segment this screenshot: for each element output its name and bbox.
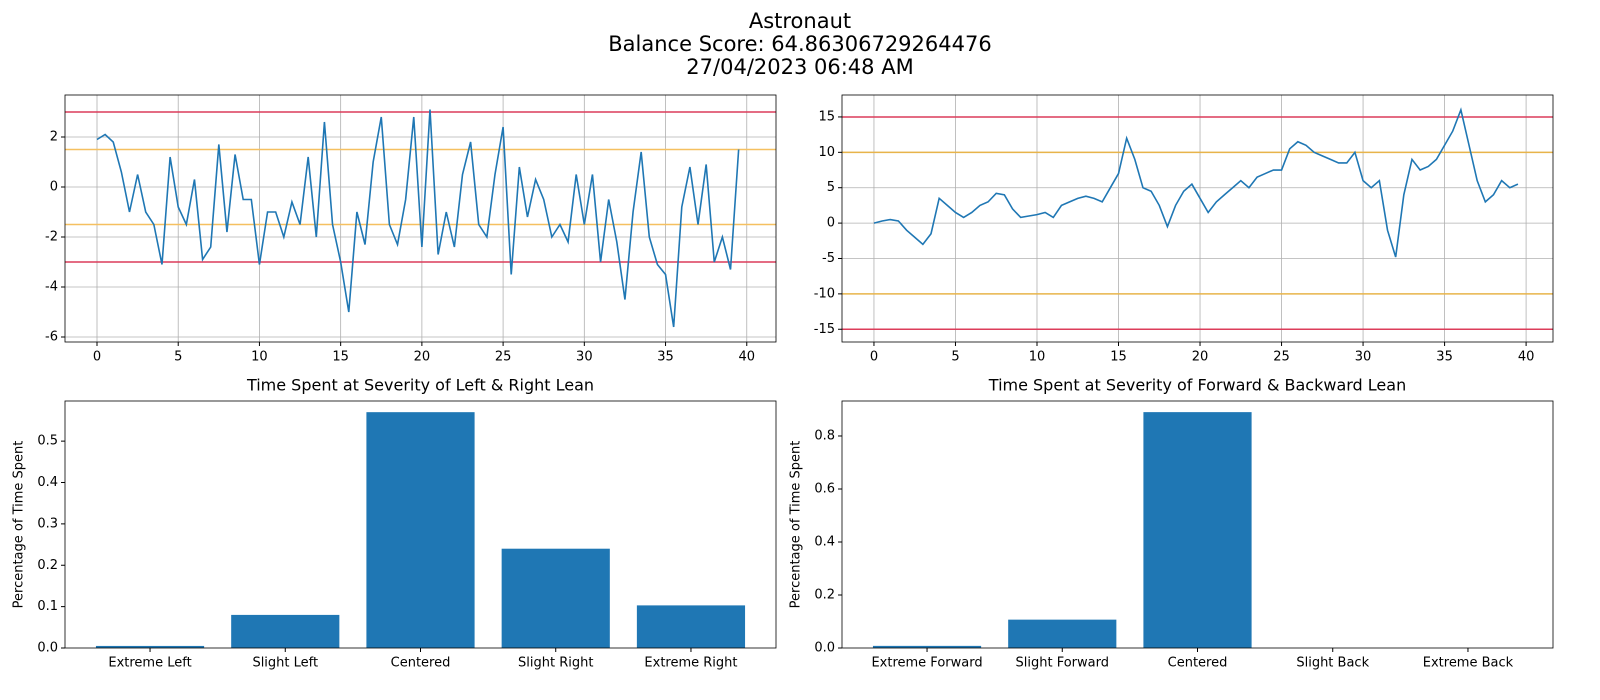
x-tick-label: 20: [1192, 350, 1209, 365]
y-tick-label: 5: [827, 180, 835, 195]
x-tick-label: 15: [1110, 350, 1127, 365]
axes-frame: [64, 400, 777, 649]
y-tick-label: -2: [45, 230, 58, 245]
y-tick-label: 2: [50, 130, 58, 145]
y-tick-label: -4: [45, 280, 58, 295]
y-tick-label: 0.2: [37, 558, 58, 573]
y-tick-label: 0.3: [37, 516, 58, 531]
y-tick-label: 0.6: [814, 481, 835, 496]
x-tick-label: 40: [738, 350, 755, 365]
figure-subtitle: Balance Score: 64.86306729264476: [608, 32, 991, 56]
x-tick-label: 40: [1518, 350, 1535, 365]
x-tick-label: 0: [93, 350, 101, 365]
x-tick-label: Extreme Left: [108, 656, 191, 671]
y-tick-label: 10: [818, 145, 835, 160]
x-tick-label: Extreme Back: [1423, 656, 1514, 671]
y-tick-label: 0.4: [37, 475, 58, 490]
x-tick-label: 15: [332, 350, 349, 365]
bar: [1143, 412, 1252, 648]
y-tick-label: -6: [45, 330, 58, 345]
x-tick-label: 30: [1355, 350, 1372, 365]
y-tick-label: -5: [822, 251, 835, 266]
x-tick-label: Extreme Right: [644, 656, 737, 671]
x-tick-label: 25: [495, 350, 512, 365]
bar: [1008, 619, 1117, 648]
x-tick-label: 0: [870, 350, 878, 365]
x-tick-label: 25: [1273, 350, 1290, 365]
y-tick-label: 0.4: [814, 534, 835, 549]
bar: [366, 412, 475, 648]
y-tick-label: 0.5: [37, 434, 58, 449]
x-tick-label: 5: [174, 350, 182, 365]
x-tick-label: Slight Back: [1296, 656, 1369, 671]
y-tick-label: 15: [818, 109, 835, 124]
chart-title: Time Spent at Severity of Forward & Back…: [988, 376, 1406, 395]
y-axis-label: Percentage of Time Spent: [789, 441, 804, 609]
axes-frame: [841, 94, 1554, 343]
x-tick-label: Extreme Forward: [871, 656, 982, 671]
x-tick-label: Slight Right: [518, 656, 593, 671]
chart-title: Time Spent at Severity of Left & Right L…: [246, 376, 594, 395]
y-tick-label: 0: [50, 180, 58, 195]
y-tick-label: 0.8: [814, 428, 835, 443]
x-tick-label: Centered: [1168, 656, 1228, 671]
data-line: [96, 109, 740, 328]
bar: [872, 645, 982, 648]
bar: [636, 605, 746, 648]
bar: [231, 614, 340, 648]
x-tick-label: 35: [1436, 350, 1453, 365]
y-tick-label: 0.0: [814, 641, 835, 656]
x-tick-label: Centered: [391, 656, 451, 671]
figure-title: Astronaut: [749, 9, 851, 33]
data-line: [873, 107, 1519, 258]
x-tick-label: Slight Forward: [1016, 656, 1109, 671]
bar: [95, 645, 205, 648]
y-tick-label: 0.2: [814, 587, 835, 602]
x-tick-label: 10: [251, 350, 268, 365]
x-tick-label: 10: [1029, 350, 1046, 365]
x-tick-label: 5: [951, 350, 959, 365]
bar: [501, 548, 610, 648]
y-tick-label: 0.1: [37, 599, 58, 614]
x-tick-label: Slight Left: [252, 656, 318, 671]
axes-frame: [64, 94, 777, 343]
y-axis-label: Percentage of Time Spent: [12, 441, 27, 609]
y-tick-label: -15: [814, 322, 835, 337]
y-tick-label: 0.0: [37, 641, 58, 656]
y-tick-label: 0: [827, 216, 835, 231]
y-tick-label: -10: [814, 286, 835, 301]
x-tick-label: 20: [414, 350, 431, 365]
figure-date: 27/04/2023 06:48 AM: [686, 55, 913, 79]
x-tick-label: 35: [657, 350, 674, 365]
x-tick-label: 30: [576, 350, 593, 365]
axes-frame: [841, 400, 1554, 649]
